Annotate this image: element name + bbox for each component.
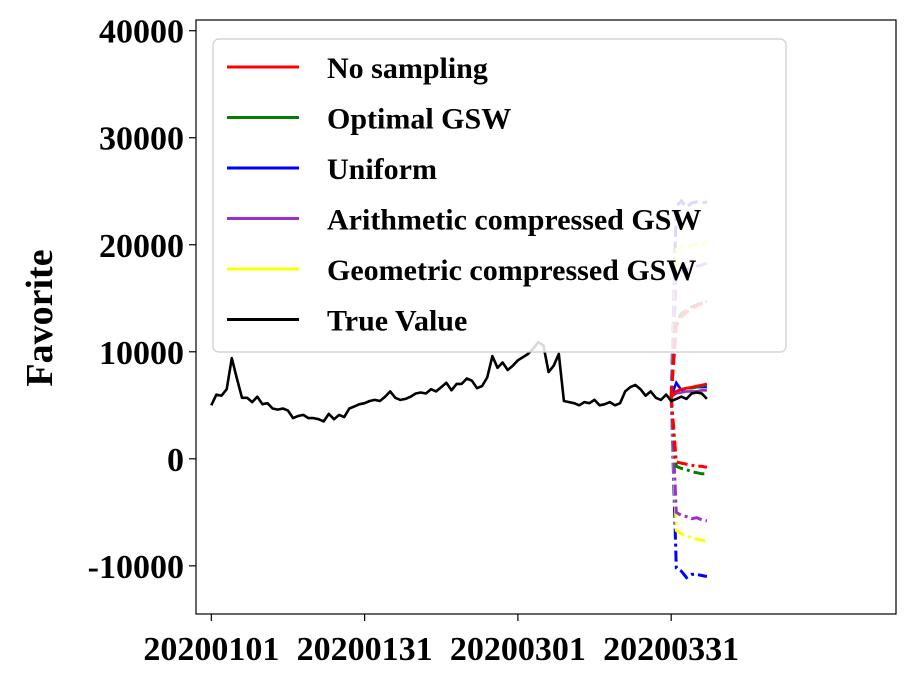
plot-frame [195, 19, 897, 615]
legend-label: True Value [327, 305, 467, 338]
uniform-lower-bound-line [669, 396, 708, 580]
no-sampling-forecast-line [670, 382, 708, 398]
y-axis-title: Favorite [19, 249, 61, 386]
y-tick-label: -10000 [88, 549, 184, 586]
legend-label: No sampling [327, 52, 488, 85]
x-tick-label: 20200301 [450, 631, 586, 668]
geometric-compressed-gsw-lower-bound-line [669, 396, 708, 543]
no-sampling-lower-bound-line [669, 396, 708, 469]
legend-label: Optimal GSW [327, 103, 511, 136]
x-tick-label: 20200101 [143, 631, 279, 668]
y-tick-label: 40000 [99, 14, 184, 51]
legend-label: Geometric compressed GSW [327, 254, 696, 287]
y-tick-label: 30000 [99, 121, 184, 158]
legend-label: Arithmetic compressed GSW [327, 204, 701, 237]
y-tick-label: 0 [167, 442, 184, 479]
x-tick-label: 20200131 [297, 631, 433, 668]
arithmetic-compressed-gsw-forecast-line [670, 388, 707, 398]
x-tick-label: 20200331 [603, 631, 739, 668]
legend: No sampling Optimal GSW Uniform Arithmetic … [212, 38, 787, 353]
y-tick-label: 20000 [99, 228, 184, 265]
axes: -10000 0 10000 20000 30000 40000 20200101 20200… [88, 14, 897, 668]
true-value-line [210, 340, 708, 423]
legend-label: Uniform [327, 153, 437, 186]
legend-box [212, 38, 787, 353]
arithmetic-compressed-gsw-lower-bound-line [669, 396, 708, 523]
optimal-gsw-lower-bound-line [669, 396, 707, 476]
y-tick-label: 10000 [99, 335, 184, 372]
